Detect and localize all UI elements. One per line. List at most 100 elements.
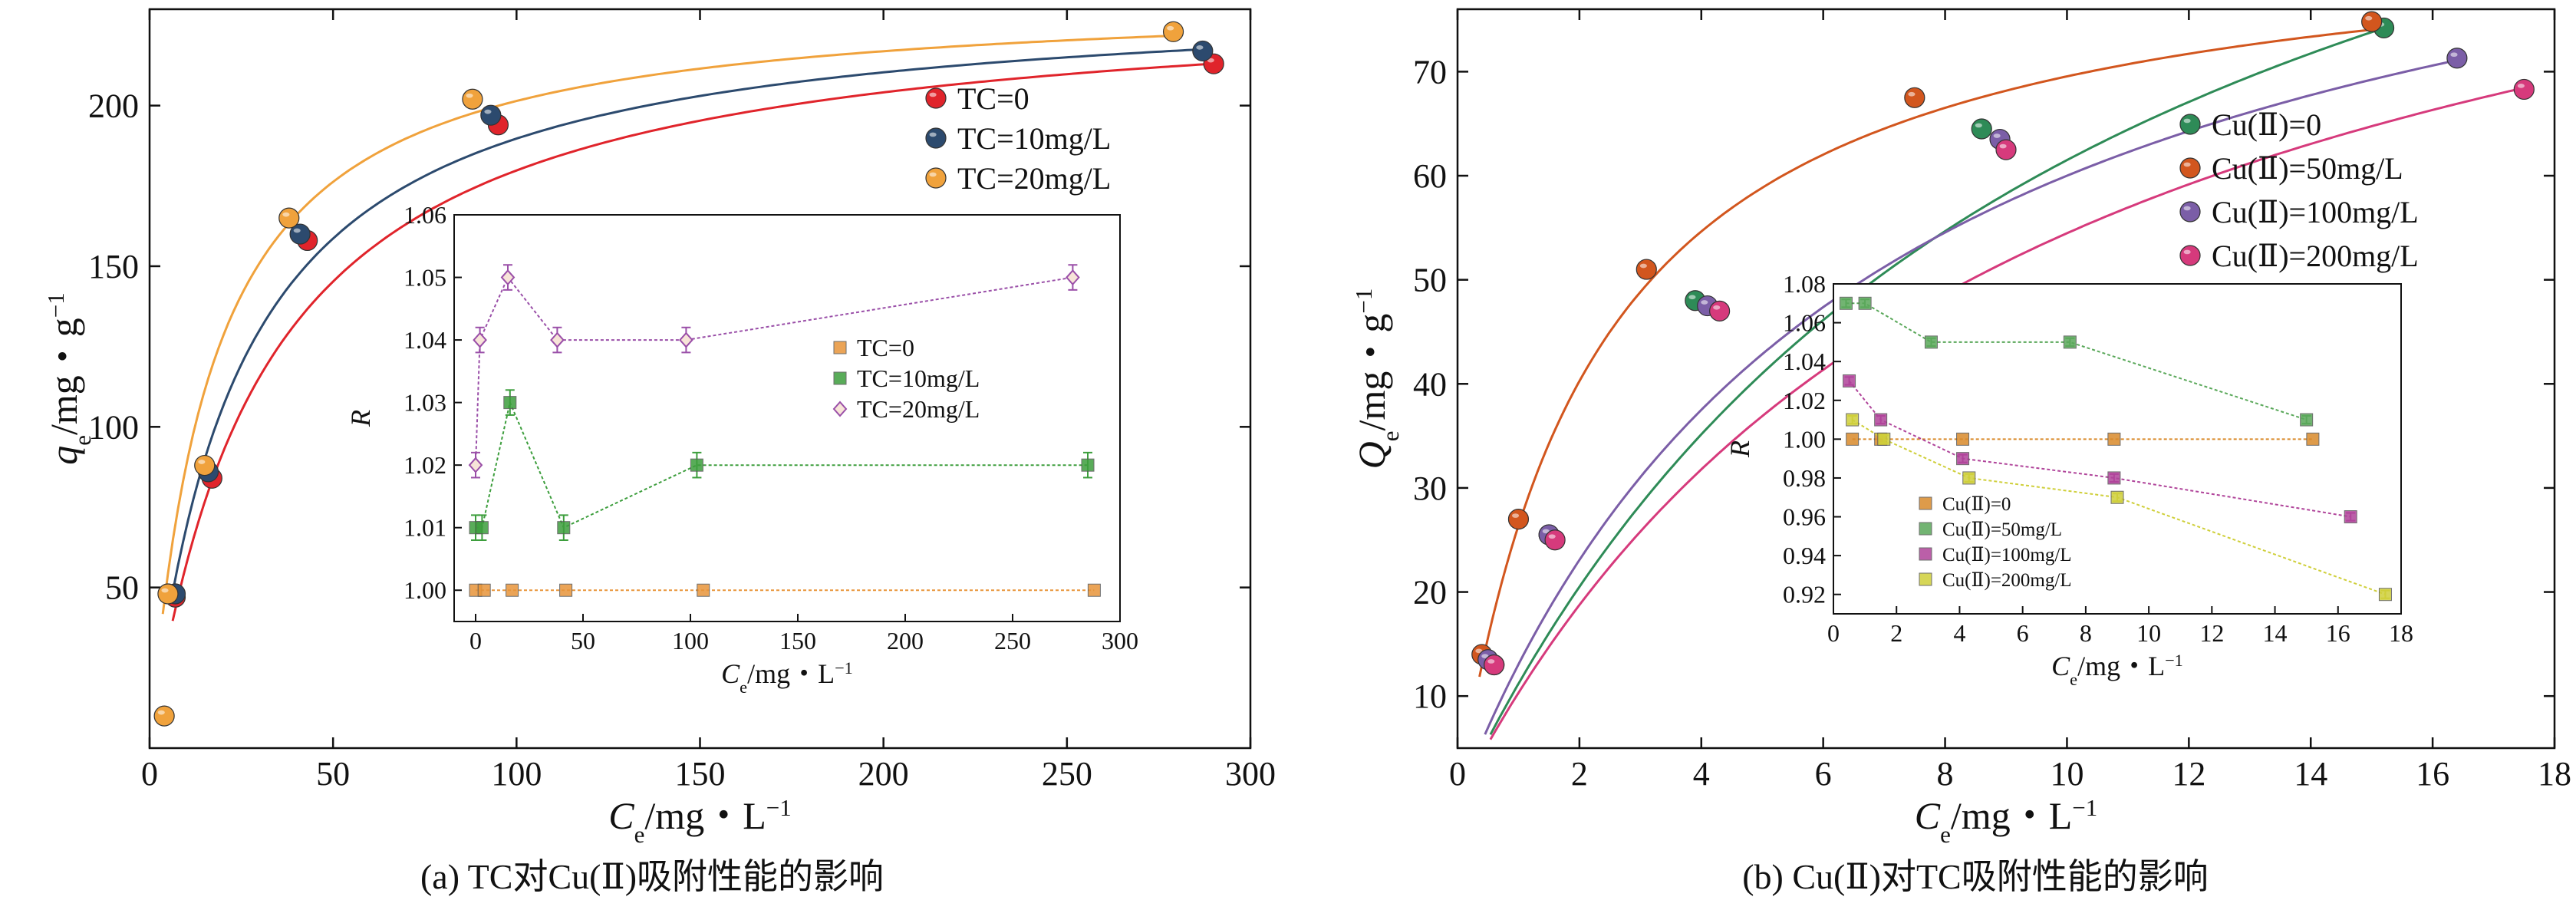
inset-point-series-2 — [1874, 413, 1888, 427]
inset-x-tick-label: 0 — [469, 627, 482, 654]
x-axis-label: Ce/mg・L−1 — [608, 794, 791, 848]
inset-x-tick-label: 16 — [2326, 619, 2350, 647]
data-point-series-3-highlight — [2517, 84, 2525, 88]
inset-y-tick-label: 1.00 — [404, 576, 446, 604]
data-point-series-1-highlight — [1639, 263, 1647, 269]
fit-curve-series-1 — [1478, 28, 2372, 678]
data-point-series-1-highlight — [1908, 91, 1916, 97]
inset-y-axis-label: R — [345, 410, 376, 427]
inset-point-series-2 — [468, 457, 483, 473]
inset-x-tick-label: 150 — [779, 627, 816, 654]
data-point-series-1 — [1904, 87, 1925, 108]
data-point-series-2-highlight — [282, 212, 290, 217]
x-tick-label: 0 — [1449, 755, 1466, 793]
inset-legend-marker-0 — [833, 341, 847, 354]
inset-point-series-1 — [475, 521, 489, 535]
inset-point-series-0 — [697, 583, 710, 597]
inset-y-tick-label: 1.04 — [1783, 348, 1826, 375]
data-point-series-1-highlight — [484, 109, 492, 114]
inset-legend-marker-1 — [833, 371, 847, 385]
data-point-series-2-highlight — [1167, 25, 1174, 31]
inset-point-series-3 — [1962, 471, 1976, 485]
data-point-series-2-highlight — [198, 460, 206, 464]
legend-label-0: Cu(Ⅱ)=0 — [2212, 107, 2321, 142]
data-point-series-3-highlight — [1548, 534, 1556, 539]
inset-legend-label-0: Cu(Ⅱ)=0 — [1942, 494, 2011, 515]
y-tick-label: 60 — [1413, 157, 1447, 195]
data-point-series-2 — [153, 705, 175, 727]
inset-x-tick-label: 300 — [1102, 627, 1138, 654]
data-point-series-3 — [1709, 300, 1731, 321]
x-tick-label: 200 — [858, 755, 909, 793]
legend-marker-2 — [925, 167, 947, 189]
legend-marker-0 — [2179, 114, 2201, 135]
data-point-series-2-highlight — [466, 93, 473, 98]
inset-legend-marker-1 — [1919, 522, 1932, 536]
panel-a-chart: 0 50 100 150 200 250 300 50 100 150 200 Ce/mg・L−1 qe… — [42, 8, 1276, 848]
data-point-series-1-highlight — [2365, 15, 2373, 21]
y-tick-label: 150 — [88, 248, 139, 285]
data-point-series-3-highlight — [1713, 305, 1721, 310]
legend-marker-1-highlight — [929, 132, 937, 137]
inset-line-series-2 — [475, 275, 1073, 466]
data-point-series-2 — [278, 207, 300, 229]
data-point-series-2 — [2446, 48, 2468, 69]
legend-marker-1 — [925, 127, 947, 149]
inset-legend-marker-0 — [1919, 496, 1932, 510]
inset-point-series-3 — [1877, 432, 1891, 446]
inset-point-series-1 — [1839, 296, 1853, 310]
inset-legend-label-1: Cu(Ⅱ)=50mg/L — [1942, 519, 2062, 540]
inset-x-tick-label: 0 — [1827, 619, 1840, 647]
data-point-series-3 — [2513, 78, 2535, 101]
inset-y-tick-label: 1.04 — [404, 326, 446, 354]
inset-x-tick-label: 100 — [672, 627, 709, 654]
legend-marker-1-highlight — [2183, 162, 2191, 167]
legend-marker-3 — [2179, 245, 2201, 266]
inset-point-series-0 — [1087, 583, 1101, 597]
x-tick-label: 10 — [2050, 755, 2084, 793]
y-tick-label: 40 — [1413, 365, 1447, 403]
inset-legend-label-2: Cu(Ⅱ)=100mg/L — [1942, 545, 2072, 565]
inset-point-series-0 — [2107, 432, 2121, 446]
data-point-series-1-highlight — [1475, 648, 1483, 654]
inset-point-series-1 — [1081, 458, 1095, 472]
inset-point-series-1 — [503, 396, 517, 410]
data-point-series-2-highlight — [161, 588, 169, 593]
legend-marker-2-highlight — [929, 172, 937, 177]
inset-point-series-0 — [1846, 432, 1860, 446]
inset-y-tick-label: 1.08 — [1783, 270, 1826, 298]
inset-point-series-1 — [1924, 335, 1938, 349]
inset-legend-marker-2 — [832, 401, 848, 417]
data-point-series-3 — [1544, 529, 1566, 551]
inset-y-tick-label: 1.06 — [1783, 309, 1826, 337]
x-tick-label: 6 — [1815, 755, 1832, 793]
inset-point-series-1 — [2063, 335, 2077, 349]
inset-legend-marker-3 — [1919, 572, 1932, 586]
inset-point-series-0 — [506, 583, 519, 597]
data-point-series-3 — [1484, 654, 1505, 676]
inset-y-tick-label: 0.98 — [1783, 464, 1826, 492]
y-tick-label: 50 — [105, 569, 139, 607]
data-point-series-0-highlight — [1975, 123, 1982, 128]
inset-point-series-3 — [2110, 490, 2124, 504]
inset-point-series-2 — [1843, 374, 1856, 387]
data-point-series-2 — [1162, 21, 1184, 42]
x-tick-label: 18 — [2538, 755, 2571, 793]
inset-point-series-2 — [2344, 510, 2357, 524]
legend-marker-2 — [2179, 201, 2201, 223]
inset-x-tick-label: 50 — [571, 627, 595, 654]
inset-x-tick-label: 14 — [2263, 619, 2288, 647]
data-point-series-1 — [1507, 509, 1530, 530]
inset-point-series-2 — [679, 331, 693, 348]
data-point-series-1-highlight — [293, 228, 301, 233]
x-tick-label: 50 — [316, 755, 350, 793]
inset-y-tick-label: 1.05 — [404, 264, 446, 292]
inset-point-series-3 — [1846, 413, 1860, 427]
data-point-series-1 — [2361, 11, 2383, 32]
legend-marker-2-highlight — [2183, 206, 2191, 211]
inset-y-tick-label: 1.02 — [404, 451, 446, 479]
inset-legend-label-0: TC=0 — [857, 334, 914, 361]
x-tick-label: 150 — [675, 755, 726, 793]
data-point-series-1-highlight — [1511, 513, 1520, 518]
